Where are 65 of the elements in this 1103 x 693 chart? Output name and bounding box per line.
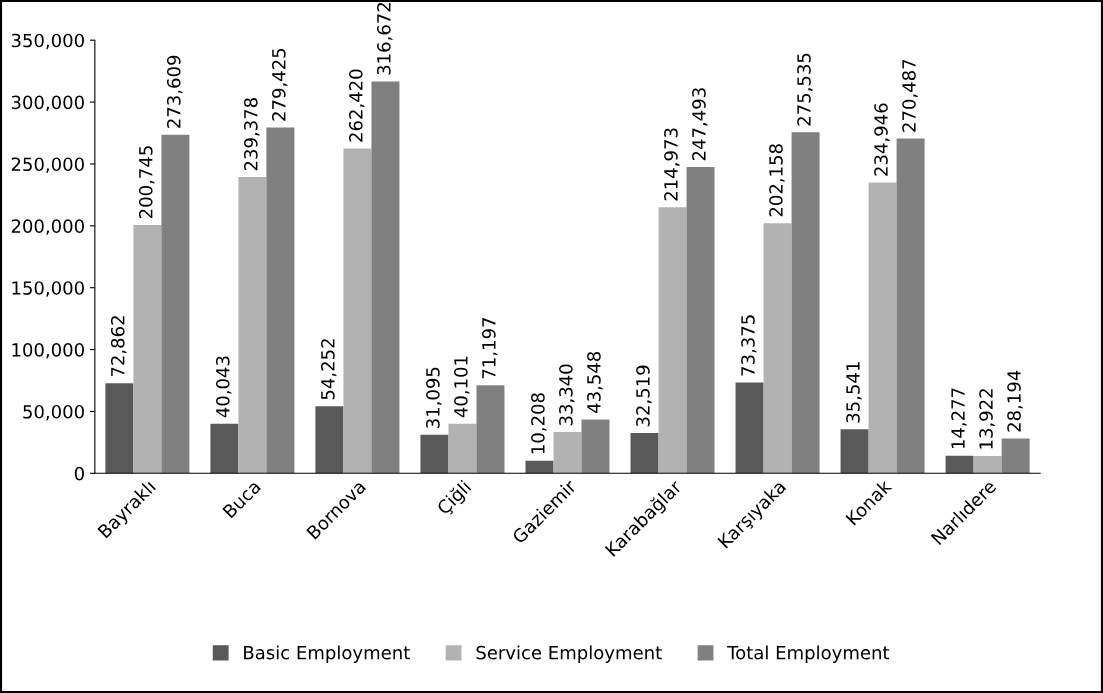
bar [525,460,554,474]
data-label: 316,672 [377,3,393,75]
legend-label: Total Employment [727,645,890,663]
bar [735,382,764,474]
bar [371,81,400,474]
data-label: 72,862 [110,316,127,377]
data-label: 73,375 [741,315,757,376]
data-label: 239,378 [243,98,260,171]
y-tick-label: 300,000 [11,95,84,112]
bar [315,406,344,474]
bar [133,224,162,474]
bar [896,138,925,474]
data-label: 28,194 [1007,370,1023,432]
data-label: 33,340 [559,364,575,426]
data-label: 43,548 [587,351,603,413]
bar [476,385,505,474]
bar [420,434,449,474]
bar [343,148,372,474]
data-label: 31,095 [426,367,442,428]
bar [1001,438,1030,474]
data-label: 32,519 [636,365,652,427]
bar [840,429,869,474]
data-label: 40,101 [454,356,470,418]
y-tick-label: 150,000 [12,281,84,297]
bar [945,455,974,474]
data-label: 202,158 [769,144,785,217]
y-tick-label: 200,000 [11,219,84,235]
data-label: 234,946 [874,103,890,176]
bar [763,223,792,474]
y-tick-label: 50,000 [23,404,84,421]
bar [266,127,295,474]
bar [868,182,897,474]
y-tick-label: 350,000 [11,33,84,50]
data-label: 40,043 [215,356,232,418]
data-label: 14,277 [951,388,967,449]
bar [581,419,610,474]
data-label: 71,197 [482,318,498,379]
data-label: 275,535 [797,53,813,126]
legend-label: Service Employment [476,645,662,663]
bar [686,167,715,474]
bar [161,134,190,474]
y-tick-label: 0 [74,466,84,481]
bar [658,207,687,474]
bar [105,383,134,474]
data-label: 13,922 [979,389,995,449]
data-label: 279,425 [271,48,288,121]
data-label: 262,420 [349,69,365,142]
data-label: 214,973 [664,128,680,201]
data-label: 247,493 [692,88,708,161]
bar [553,432,582,474]
bar [210,423,239,474]
data-label: 35,541 [846,362,862,423]
bar [448,423,477,474]
y-tick-label: 100,000 [12,343,84,359]
legend-label: Basic Employment [244,645,410,663]
bar [238,177,267,474]
bar [973,456,1002,474]
data-label: 54,252 [321,339,337,400]
y-tick-label: 250,000 [11,157,84,173]
data-label: 270,487 [902,59,918,132]
bar [791,132,820,474]
data-label: 200,745 [138,146,155,219]
bar [630,433,659,474]
data-label: 10,208 [531,393,547,454]
data-label: 273,609 [166,55,183,128]
